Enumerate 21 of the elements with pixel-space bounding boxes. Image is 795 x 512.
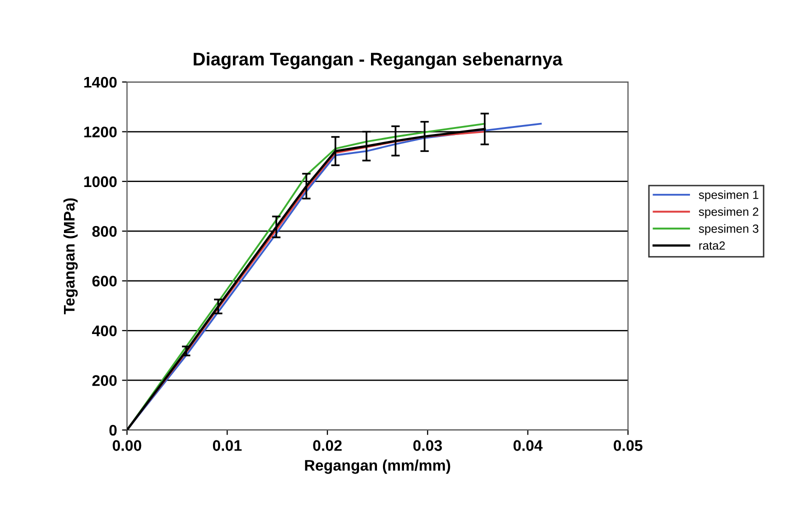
y-tick-label: 400 <box>92 325 117 336</box>
x-axis-title: Regangan (mm/mm) <box>305 460 450 474</box>
chart-title: Diagram Tegangan - Regangan sebenarnya <box>194 52 563 70</box>
y-tick-label: 600 <box>92 276 117 287</box>
y-tick-label: 800 <box>92 226 117 237</box>
y-tick-label: 1200 <box>84 126 117 138</box>
y-tick-label: 200 <box>92 375 117 386</box>
y-tick-label: 1400 <box>84 76 117 88</box>
legend-label: spesimen 1 <box>698 190 758 202</box>
x-tick-label: 0.05 <box>614 440 642 451</box>
x-tick-label: 0.02 <box>313 440 342 451</box>
x-tick-label: 0.03 <box>413 440 442 451</box>
x-tick-label: 0.04 <box>514 440 543 451</box>
y-axis-title: Tegangan (MPa) <box>63 198 78 314</box>
legend-label: spesimen 3 <box>698 224 758 236</box>
y-tick-label: 0 <box>109 424 117 436</box>
y-tick-label: 1000 <box>84 176 117 188</box>
legend-label: rata2 <box>699 241 725 250</box>
legend-label: spesimen 2 <box>698 207 758 218</box>
x-tick-label: 0.00 <box>112 440 142 451</box>
x-tick-label: 0.01 <box>212 440 242 451</box>
